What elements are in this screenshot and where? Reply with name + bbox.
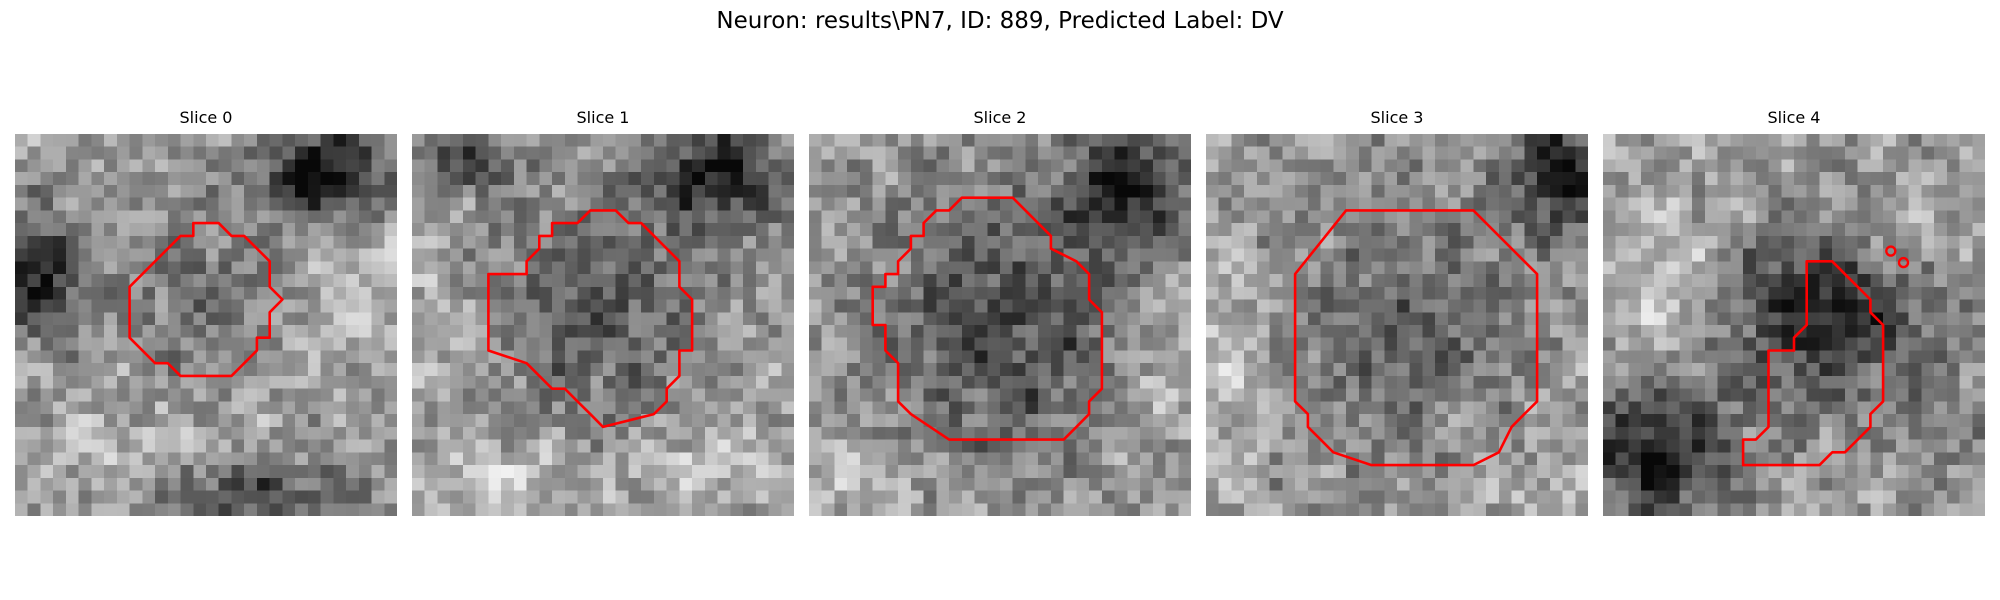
slice-panel-2: Slice 2 (809, 107, 1191, 516)
slice-micrograph-2 (809, 134, 1191, 516)
slice-image-2 (809, 134, 1191, 516)
slice-image-4 (1603, 134, 1985, 516)
figure-title: Neuron: results\PN7, ID: 889, Predicted … (716, 8, 1284, 34)
roi-fragment (1897, 256, 1910, 269)
slice-panel-3: Slice 3 (1206, 107, 1588, 516)
pixel-grid (809, 134, 1191, 516)
roi-contour (871, 196, 1104, 441)
slice-micrograph-0 (15, 134, 397, 516)
slice-title-1: Slice 1 (576, 108, 630, 127)
pixel-grid (412, 134, 794, 516)
pixel-grid (1603, 134, 1985, 516)
slice-micrograph-3 (1206, 134, 1588, 516)
slice-image-0 (15, 134, 397, 516)
roi-contour (487, 209, 694, 429)
pixel-grid (15, 134, 397, 516)
roi-contour (1293, 209, 1539, 467)
slice-image-3 (1206, 134, 1588, 516)
roi-contour (1741, 260, 1885, 467)
slice-panel-0: Slice 0 (15, 107, 397, 516)
slice-title-3: Slice 3 (1370, 108, 1424, 127)
slice-image-1 (412, 134, 794, 516)
slice-micrograph-4 (1603, 134, 1985, 516)
roi-fragment (1885, 245, 1897, 257)
slice-title-4: Slice 4 (1767, 108, 1821, 127)
slice-title-0: Slice 0 (179, 108, 233, 127)
slice-title-2: Slice 2 (973, 108, 1027, 127)
slice-panel-4: Slice 4 (1603, 107, 1985, 516)
pixel-grid (1206, 134, 1588, 516)
slice-panel-1: Slice 1 (412, 107, 794, 516)
roi-contour (128, 221, 284, 378)
slice-micrograph-1 (412, 134, 794, 516)
